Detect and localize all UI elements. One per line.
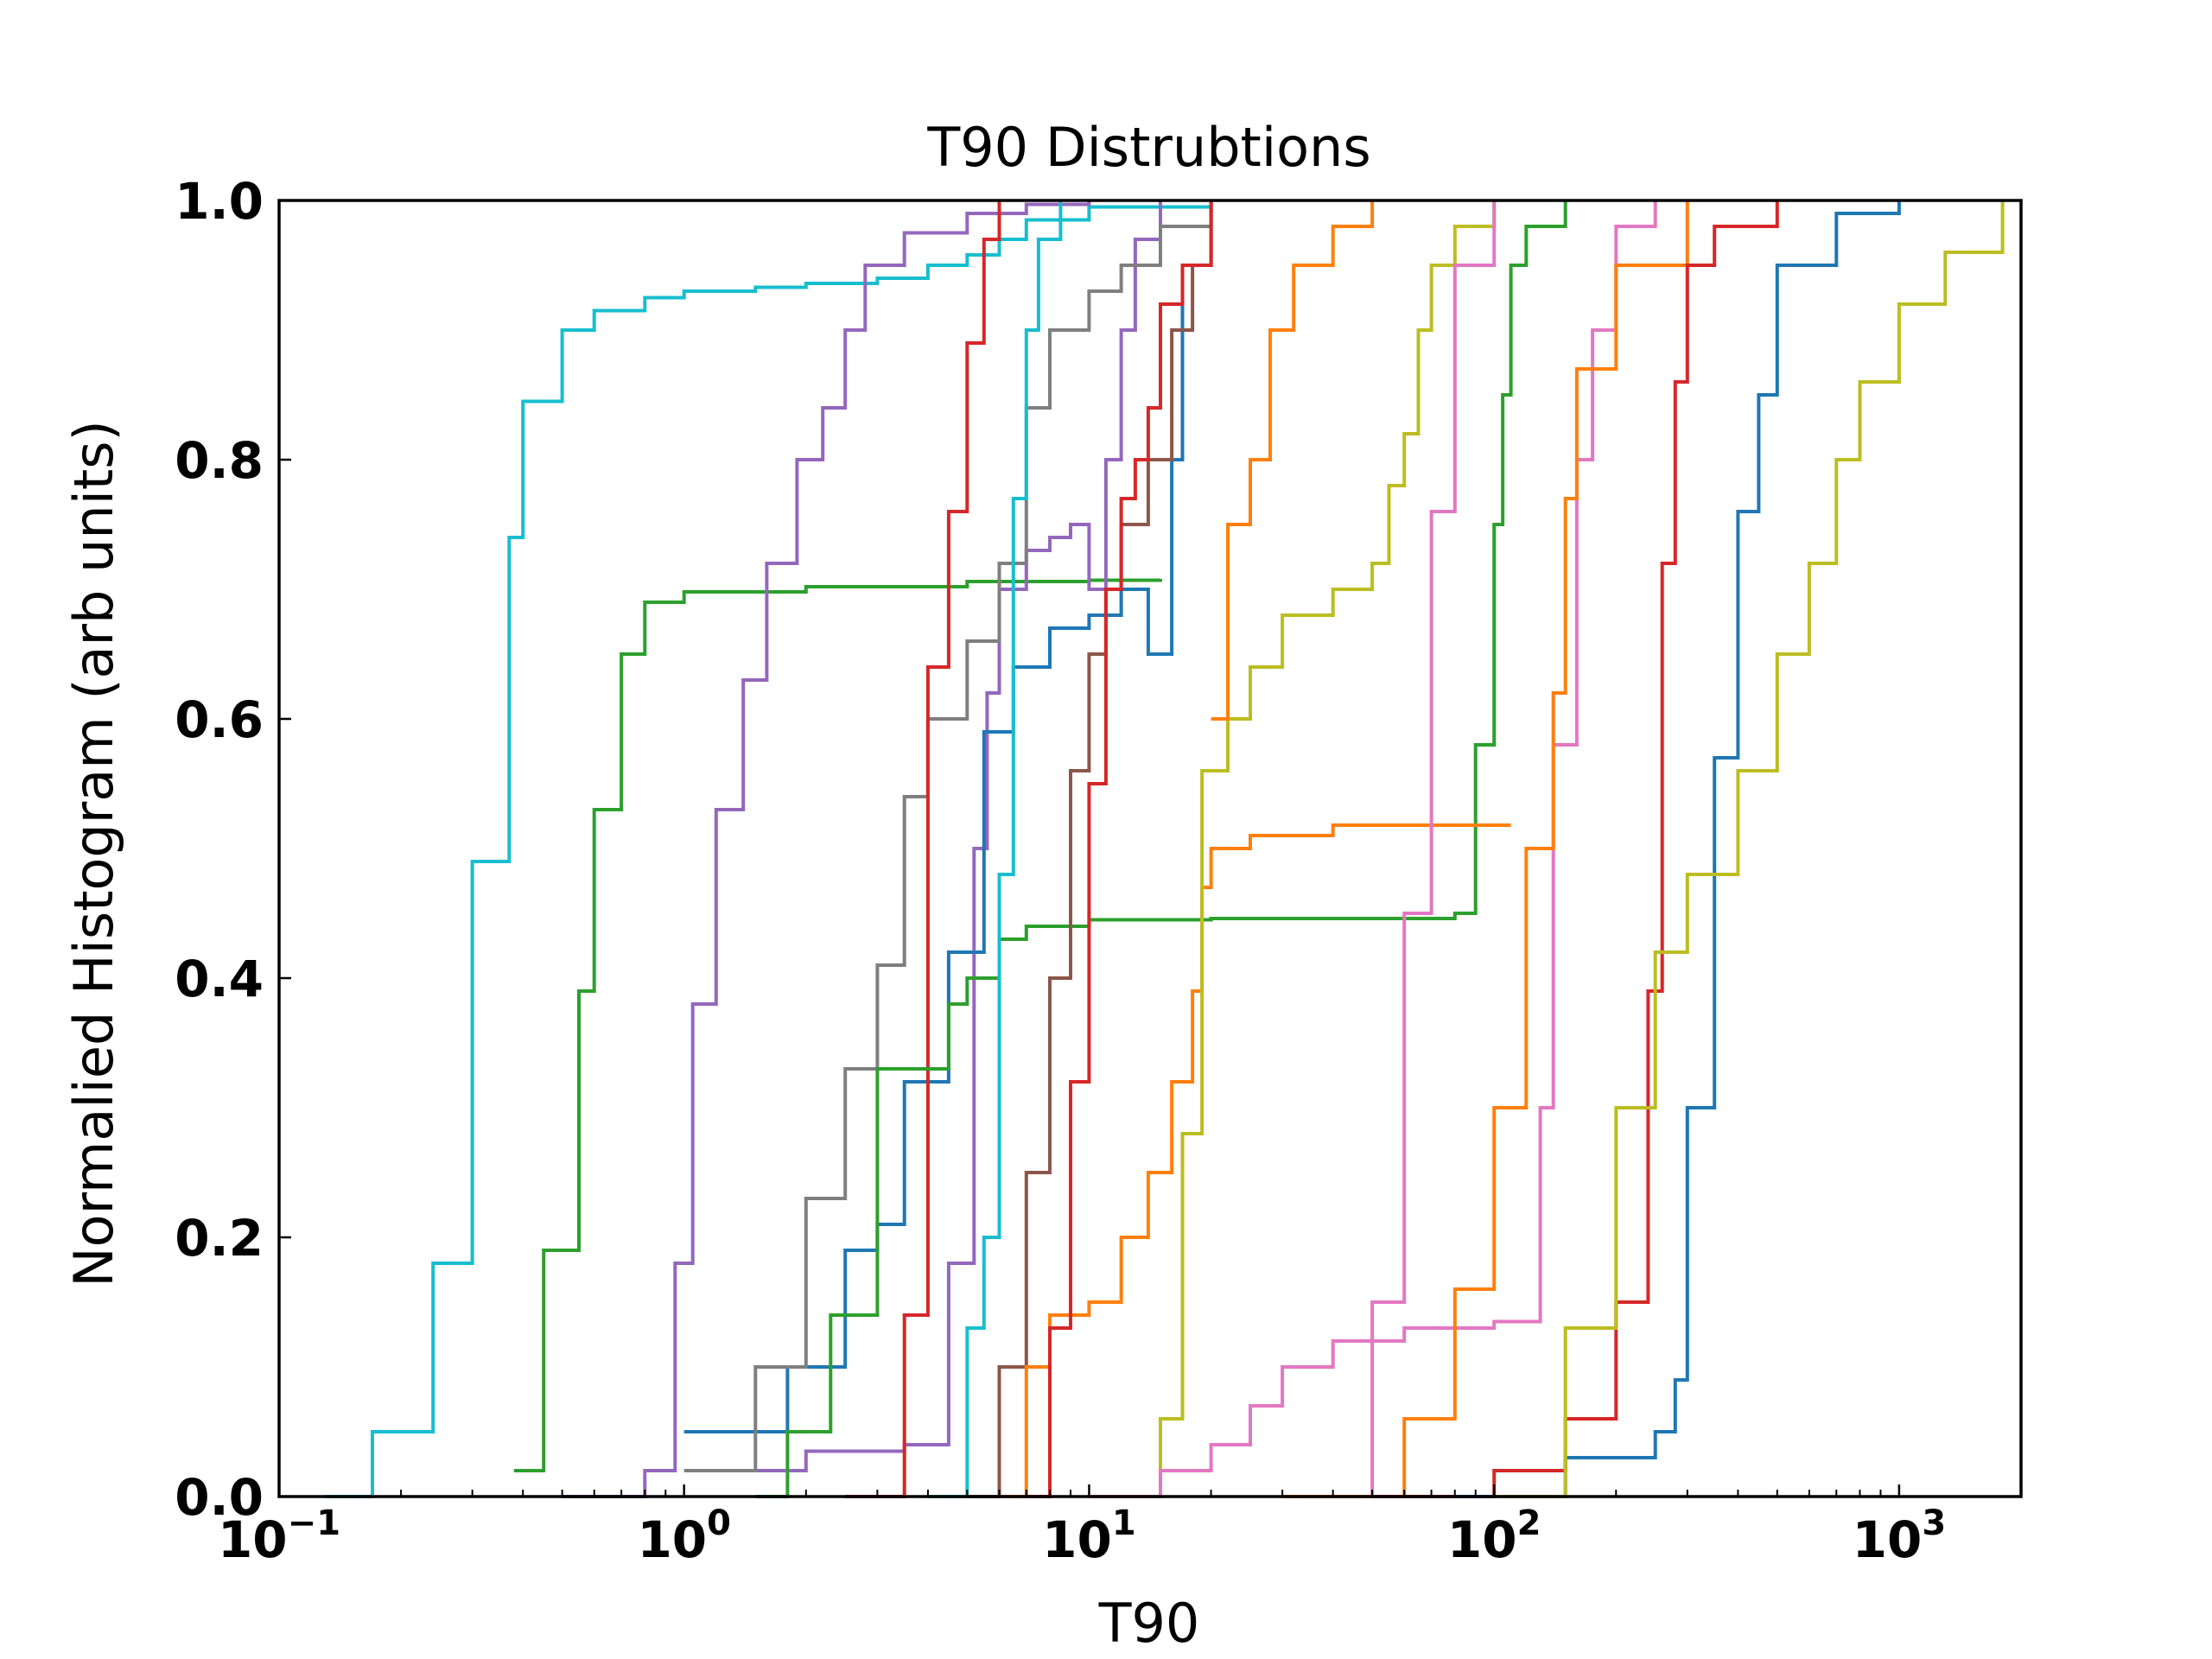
series-line-11	[999, 823, 1511, 1498]
series-line-4	[715, 200, 1162, 1472]
y-axis-label: Normalied Histogram (arb units)	[62, 420, 125, 1287]
series-layer	[325, 200, 2005, 1498]
series-line-7	[845, 200, 1001, 1498]
series-line-6	[683, 200, 1213, 1472]
series-line-14	[1211, 200, 1375, 721]
x-tick-label: 102	[1447, 1503, 1541, 1569]
x-tick-label: 101	[1042, 1503, 1136, 1569]
y-tick-label: 1.0	[175, 172, 264, 231]
series-line-5	[683, 200, 1213, 1433]
y-tick-label: 0.6	[175, 690, 264, 749]
series-line-17	[1282, 200, 1689, 1498]
series-line-9	[927, 200, 1063, 1498]
series-line-1	[325, 200, 1213, 1498]
y-tick-label: 0.4	[175, 950, 264, 1008]
plot-frame	[277, 199, 2023, 1498]
x-tick-label: 100	[637, 1503, 731, 1569]
y-tick-label: 0.0	[175, 1468, 264, 1527]
ticks-layer: 0.0 0.2 0.4 0.6 0.8 1.0 10−1 100 101 102 103	[175, 172, 2022, 1569]
series-line-13	[1121, 200, 1497, 1498]
chart-title: T90 Distrubtions	[926, 116, 1370, 179]
series-line-19	[1454, 200, 1901, 1498]
series-line-15	[1089, 200, 1657, 1498]
series-line-12	[1026, 200, 1213, 1498]
series-line-2	[513, 578, 1162, 1472]
x-axis-label: T90	[1098, 1592, 1200, 1655]
x-tick-label: 10−1	[218, 1503, 340, 1569]
series-line-16	[1282, 200, 1497, 1498]
y-tick-label: 0.8	[175, 431, 264, 490]
series-line-3	[562, 200, 1091, 1498]
series-line-20	[1494, 200, 2005, 1498]
series-line-8	[755, 200, 1567, 1498]
x-tick-label: 103	[1853, 1503, 1947, 1569]
y-tick-label: 0.2	[175, 1209, 264, 1268]
